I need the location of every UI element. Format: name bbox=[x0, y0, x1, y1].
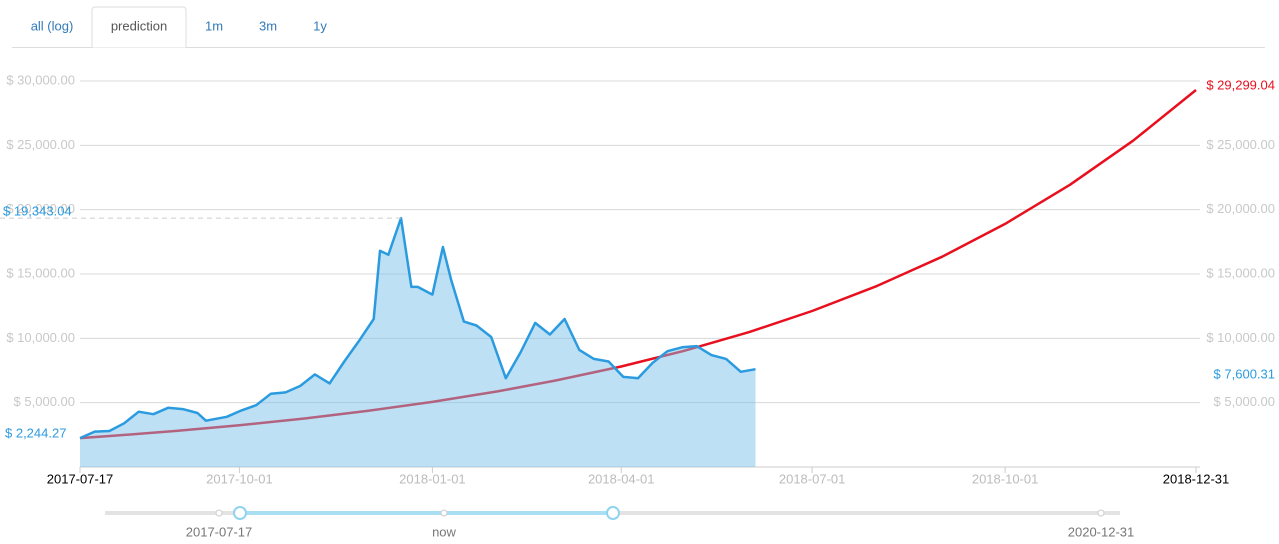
nav-label: 2020-12-31 bbox=[1068, 524, 1135, 539]
x-tick-label: 2018-01-01 bbox=[399, 471, 466, 486]
y-tick-label: $ 20,000.00 bbox=[6, 201, 75, 216]
x-tick-label: 2018-07-01 bbox=[779, 471, 846, 486]
end-label: $ 7,600.31 bbox=[1214, 367, 1275, 382]
end-label: $ 29,299.04 bbox=[1206, 77, 1275, 92]
x-tick-label: 2018-10-01 bbox=[972, 471, 1039, 486]
y-tick-label: $ 15,000.00 bbox=[6, 265, 75, 280]
price-line bbox=[79, 216, 756, 440]
tab[interactable]: 1y bbox=[313, 18, 327, 33]
y2-tick-label: $ 25,000.00 bbox=[1206, 137, 1275, 152]
price-area bbox=[80, 218, 756, 467]
x-tick-label: 2018-12-31 bbox=[1163, 471, 1230, 486]
x-tick-label: 2018-04-01 bbox=[588, 471, 655, 486]
active-tab bbox=[91, 6, 187, 48]
nav-handle[interactable] bbox=[233, 506, 247, 520]
peak-label: $ 19,343.04 bbox=[3, 204, 72, 219]
nav-handle[interactable] bbox=[606, 506, 620, 520]
tab[interactable]: prediction bbox=[111, 18, 167, 33]
nav-dot bbox=[440, 509, 448, 517]
y2-tick-label: $ 10,000.00 bbox=[1206, 330, 1275, 345]
y2-tick-label: $ 15,000.00 bbox=[1206, 265, 1275, 280]
y-tick-label: $ 25,000.00 bbox=[6, 137, 75, 152]
y2-tick-label: $ 20,000.00 bbox=[1206, 201, 1275, 216]
nav-dot bbox=[215, 509, 223, 517]
start-label: $ 2,244.27 bbox=[5, 426, 66, 441]
y2-tick-label: $ 5,000.00 bbox=[1214, 394, 1275, 409]
tab[interactable]: 1m bbox=[205, 18, 223, 33]
y-tick-label: $ 10,000.00 bbox=[6, 330, 75, 345]
nav-label: 2017-07-17 bbox=[186, 524, 253, 539]
tab[interactable]: 3m bbox=[259, 18, 277, 33]
nav-label: now bbox=[432, 524, 456, 539]
x-tick-label: 2017-10-01 bbox=[206, 471, 273, 486]
tab[interactable]: all (log) bbox=[31, 18, 74, 33]
y-tick-label: $ 30,000.00 bbox=[6, 72, 75, 87]
y-tick-label: $ 5,000.00 bbox=[14, 394, 75, 409]
x-tick-label: 2017-07-17 bbox=[47, 471, 114, 486]
prediction-line bbox=[79, 89, 1197, 440]
nav-dot bbox=[1097, 509, 1105, 517]
